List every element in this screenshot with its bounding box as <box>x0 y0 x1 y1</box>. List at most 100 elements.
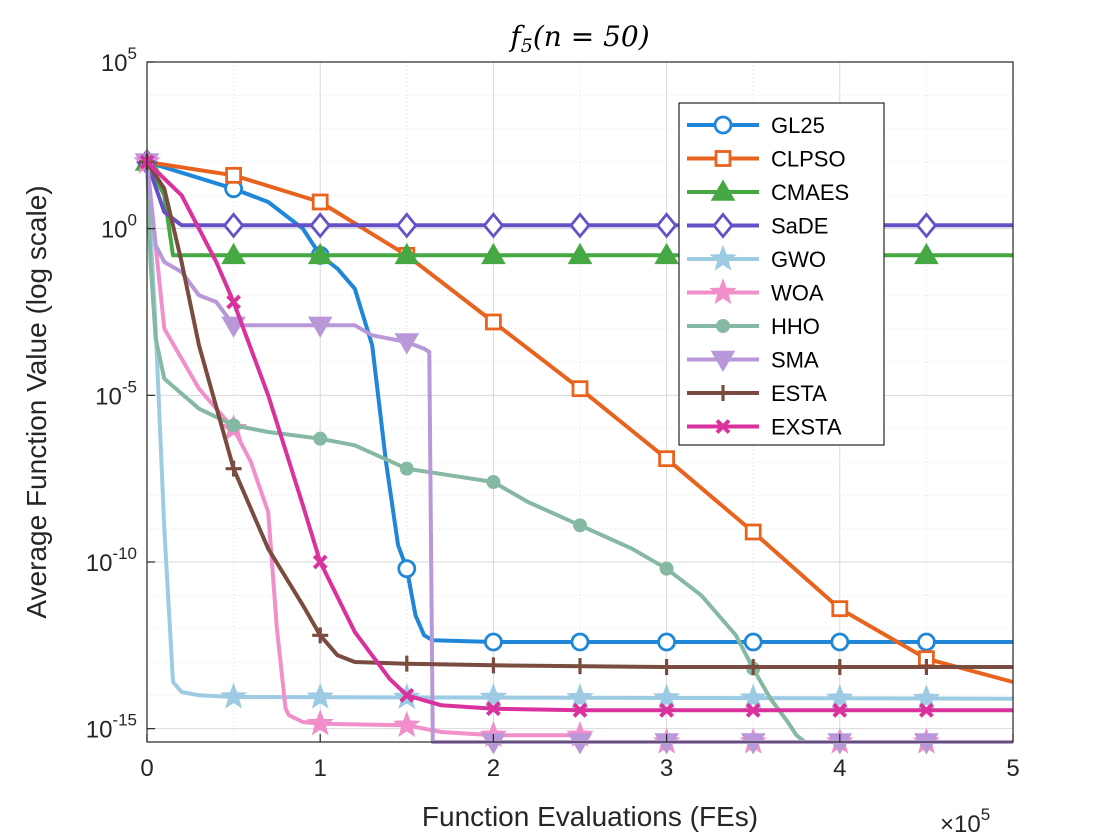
series-marker <box>394 333 420 355</box>
series-exsta <box>139 154 1013 718</box>
series-marker <box>655 212 678 239</box>
series-marker <box>307 316 333 338</box>
title-args: (n = 50) <box>533 20 650 53</box>
series-marker <box>658 659 675 675</box>
legend-label: CMAES <box>771 180 849 205</box>
legend-swatch-marker <box>715 419 731 434</box>
legend-label: SMA <box>771 348 819 373</box>
series-marker <box>225 166 243 184</box>
legend-label: SaDE <box>771 214 828 239</box>
series-marker <box>397 559 417 579</box>
series-marker <box>484 313 502 331</box>
series-marker <box>311 193 329 211</box>
legend-item-cmaes: CMAES <box>687 179 849 205</box>
chart-title: f5(n = 50) <box>508 20 649 57</box>
x-tick-label: 2 <box>487 755 500 782</box>
series-gwo <box>133 147 1014 711</box>
series-marker <box>744 523 762 541</box>
y-axis-label: Average Function Value (log scale) <box>21 185 52 618</box>
x-tick-label: 3 <box>660 755 673 782</box>
series-marker <box>225 460 242 477</box>
series-layer <box>133 147 1014 755</box>
legend-label: ESTA <box>771 381 827 406</box>
series-marker <box>569 212 591 239</box>
series-marker <box>566 683 594 710</box>
series-marker <box>831 659 848 675</box>
legend-swatch-marker <box>716 319 730 333</box>
series-marker <box>657 632 676 652</box>
series-marker <box>399 687 415 703</box>
series-marker <box>830 632 850 652</box>
legend-swatch-marker <box>713 115 733 135</box>
series-marker <box>485 701 501 717</box>
legend-label: CLPSO <box>771 147 846 172</box>
legend-swatch-marker <box>712 212 734 239</box>
legend-item-gwo: GWO <box>687 244 826 272</box>
y-tick-exp: -10 <box>112 544 137 563</box>
series-marker <box>914 733 939 755</box>
series-marker <box>572 658 588 675</box>
series-marker <box>313 431 328 446</box>
series-marker <box>399 461 414 476</box>
series-marker <box>659 702 675 718</box>
series-marker <box>312 627 329 644</box>
series-marker <box>306 709 334 736</box>
series-marker <box>395 212 418 239</box>
legend-label: GL25 <box>771 113 825 138</box>
series-marker <box>479 683 508 710</box>
y-tick-base: 10 <box>101 50 128 77</box>
series-marker <box>572 702 588 718</box>
series-marker <box>486 475 501 489</box>
y-tick-exp: -15 <box>112 711 137 730</box>
legend-item-woa: WOA <box>687 278 824 306</box>
series-marker <box>226 294 242 310</box>
y-tick-base: 10 <box>101 217 128 244</box>
series-marker <box>309 212 332 239</box>
series-marker <box>912 684 941 711</box>
y-tick-label: 10-5 <box>95 377 137 410</box>
series-marker <box>571 380 589 398</box>
legend-swatch-marker <box>710 179 736 201</box>
x-tick-label: 4 <box>833 755 846 782</box>
series-marker <box>918 659 935 675</box>
legend-swatch-marker <box>709 278 737 305</box>
series-marker <box>915 212 938 239</box>
legend-swatch-marker <box>715 385 731 401</box>
series-marker <box>393 710 421 738</box>
legend-item-clpso: CLPSO <box>687 147 846 172</box>
y-tick-label: 105 <box>101 44 137 77</box>
series-marker <box>394 242 420 265</box>
legend-item-esta: ESTA <box>687 381 827 406</box>
series-marker <box>570 632 590 652</box>
series-marker <box>312 554 328 570</box>
legend-swatch-marker <box>710 350 736 372</box>
x-axis-multiplier: ×105 <box>940 805 990 838</box>
series-marker <box>219 682 248 709</box>
series-marker <box>307 242 333 265</box>
y-tick-label: 10-15 <box>86 711 137 744</box>
legend-swatch-marker <box>709 244 737 271</box>
series-marker <box>740 733 766 755</box>
y-tick-exp: 0 <box>128 211 137 230</box>
legend-item-exsta: EXSTA <box>687 415 842 440</box>
series-marker <box>658 450 675 468</box>
series-marker <box>567 242 593 265</box>
series-line <box>145 161 1013 744</box>
series-marker <box>306 682 334 709</box>
series-marker <box>482 212 505 239</box>
legend-item-hho: HHO <box>687 314 820 339</box>
legend-label: WOA <box>771 281 824 306</box>
legend-label: HHO <box>771 314 820 339</box>
legend-label: EXSTA <box>771 415 842 440</box>
series-marker <box>739 683 767 710</box>
series-marker <box>485 657 502 674</box>
y-tick-label: 100 <box>101 211 137 244</box>
series-marker <box>567 733 593 755</box>
y-tick-base: 10 <box>95 383 122 410</box>
x-multiplier-base: ×10 <box>940 811 981 838</box>
y-tick-base: 10 <box>86 550 113 577</box>
series-line <box>145 160 1013 713</box>
series-marker <box>914 242 939 265</box>
x-axis-label: Function Evaluations (FEs) <box>422 801 758 832</box>
